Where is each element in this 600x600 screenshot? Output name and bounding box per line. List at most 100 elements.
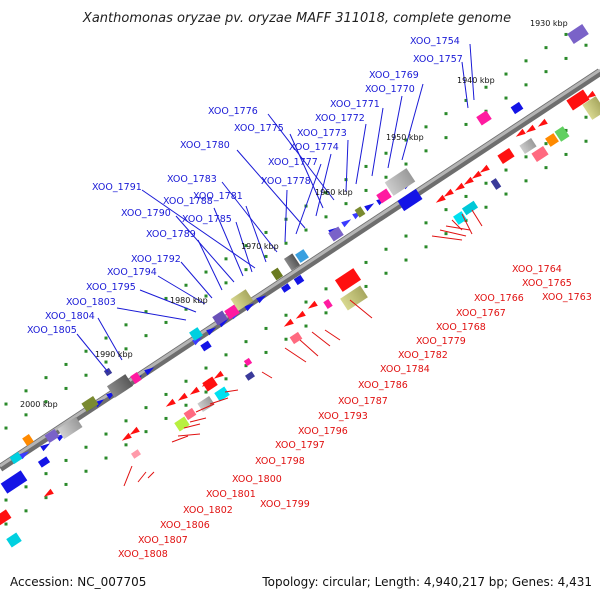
forward-leader-line: [175, 215, 235, 283]
forward-gene-label[interactable]: XOO_1772: [315, 113, 365, 124]
forward-gene-label[interactable]: XOO_1803: [66, 297, 116, 308]
forward-gene-label[interactable]: XOO_1789: [146, 229, 196, 240]
forward-gene-label[interactable]: XOO_1773: [297, 128, 347, 139]
reverse-gene-arrow: [189, 386, 200, 395]
position-dot: [484, 181, 488, 185]
forward-gene-label[interactable]: XOO_1777: [268, 157, 318, 168]
forward-gene-label[interactable]: XOO_1776: [208, 106, 258, 117]
forward-gene-label[interactable]: XOO_1778: [261, 176, 311, 187]
forward-gene-box: [354, 206, 366, 218]
forward-gene-label[interactable]: XOO_1769: [369, 70, 419, 81]
position-dot: [164, 392, 168, 396]
position-dot: [404, 162, 408, 166]
forward-gene-arrow: [364, 203, 375, 212]
reverse-gene-box: [174, 416, 190, 432]
position-dot: [404, 234, 408, 238]
reverse-gene-label[interactable]: XOO_1768: [436, 322, 486, 333]
position-dot: [324, 287, 328, 291]
forward-leader-line: [76, 333, 109, 373]
reverse-leader-line: [284, 347, 307, 363]
forward-gene-label[interactable]: XOO_1780: [180, 140, 230, 151]
forward-gene-label[interactable]: XOO_1805: [27, 325, 77, 336]
forward-gene-box: [230, 289, 254, 311]
forward-gene-label[interactable]: XOO_1775: [234, 123, 284, 134]
forward-leader-line: [245, 205, 267, 263]
reverse-gene-label[interactable]: XOO_1807: [138, 535, 188, 546]
position-dot: [184, 283, 188, 287]
reverse-gene-label[interactable]: XOO_1802: [183, 505, 233, 516]
forward-gene-label[interactable]: XOO_1754: [410, 36, 460, 47]
position-dot: [224, 281, 228, 285]
forward-gene-label[interactable]: XOO_1788: [163, 196, 213, 207]
forward-gene-label[interactable]: XOO_1794: [107, 267, 157, 278]
position-dot: [104, 456, 108, 460]
reverse-gene-label[interactable]: XOO_1796: [298, 426, 348, 437]
forward-leader-line: [180, 261, 213, 299]
position-dot: [244, 364, 248, 368]
position-dot: [424, 149, 428, 153]
reverse-gene-label[interactable]: XOO_1798: [255, 456, 305, 467]
reverse-gene-arrow: [435, 194, 446, 203]
accession-text: Accession: NC_007705: [10, 575, 146, 589]
reverse-gene-arrow: [295, 310, 306, 319]
position-dot: [284, 313, 288, 317]
forward-gene-arrow: [256, 295, 267, 304]
reverse-gene-label[interactable]: XOO_1793: [318, 411, 368, 422]
reverse-leader-line: [311, 331, 331, 347]
position-dot: [384, 151, 388, 155]
forward-gene-box: [9, 451, 23, 465]
reverse-gene-label[interactable]: XOO_1765: [522, 278, 572, 289]
position-dot: [584, 43, 588, 47]
reverse-gene-label[interactable]: XOO_1801: [206, 489, 256, 500]
forward-gene-label[interactable]: XOO_1783: [167, 174, 217, 185]
forward-gene-label[interactable]: XOO_1795: [86, 282, 136, 293]
reverse-gene-label[interactable]: XOO_1797: [275, 440, 325, 451]
reverse-gene-label[interactable]: XOO_1787: [338, 396, 388, 407]
forward-leader-line: [315, 153, 332, 217]
forward-gene-arrow: [341, 219, 352, 228]
forward-leader-line: [235, 221, 253, 273]
reverse-gene-box: [340, 285, 368, 311]
position-dot: [344, 202, 348, 206]
position-dot: [44, 496, 48, 500]
reverse-gene-arrow: [43, 488, 54, 497]
reverse-gene-label[interactable]: XOO_1784: [380, 364, 430, 375]
position-dot: [4, 426, 8, 430]
reverse-gene-label[interactable]: XOO_1808: [118, 549, 168, 560]
position-dot: [444, 112, 448, 116]
position-dot: [244, 340, 248, 344]
reverse-gene-box: [323, 299, 333, 309]
reverse-gene-label[interactable]: XOO_1806: [160, 520, 210, 531]
position-dot: [364, 164, 368, 168]
forward-gene-label[interactable]: XOO_1790: [121, 208, 171, 219]
forward-gene-label[interactable]: XOO_1792: [131, 254, 181, 265]
forward-gene-label[interactable]: XOO_1804: [45, 311, 95, 322]
forward-gene-label[interactable]: XOO_1757: [413, 54, 463, 65]
forward-gene-label[interactable]: XOO_1781: [193, 191, 243, 202]
reverse-leader-line: [349, 299, 373, 319]
reverse-gene-label[interactable]: XOO_1764: [512, 264, 562, 275]
reverse-gene-label[interactable]: XOO_1767: [456, 308, 506, 319]
forward-leader-line: [197, 239, 223, 291]
reverse-gene-label[interactable]: XOO_1786: [358, 380, 408, 391]
reverse-gene-label[interactable]: XOO_1799: [260, 499, 310, 510]
reverse-leader-line: [471, 209, 483, 227]
forward-gene-label[interactable]: XOO_1791: [92, 182, 142, 193]
reverse-gene-label[interactable]: XOO_1779: [416, 336, 466, 347]
position-dot: [524, 83, 528, 87]
reverse-gene-label[interactable]: XOO_1763: [542, 292, 592, 303]
reverse-gene-label[interactable]: XOO_1800: [232, 474, 282, 485]
reverse-leader-line: [171, 435, 189, 443]
forward-gene-label[interactable]: XOO_1774: [289, 142, 339, 153]
position-dot: [84, 469, 88, 473]
forward-gene-label[interactable]: XOO_1785: [182, 214, 232, 225]
position-dot: [164, 416, 168, 420]
reverse-leader-line: [431, 235, 463, 241]
reverse-gene-label[interactable]: XOO_1782: [398, 350, 448, 361]
forward-gene-label[interactable]: XOO_1771: [330, 99, 380, 110]
reverse-gene-label[interactable]: XOO_1766: [474, 293, 524, 304]
forward-gene-arrow: [192, 337, 203, 346]
forward-gene-label[interactable]: XOO_1770: [365, 84, 415, 95]
forward-gene-box: [270, 267, 284, 281]
reverse-gene-box: [554, 126, 570, 142]
